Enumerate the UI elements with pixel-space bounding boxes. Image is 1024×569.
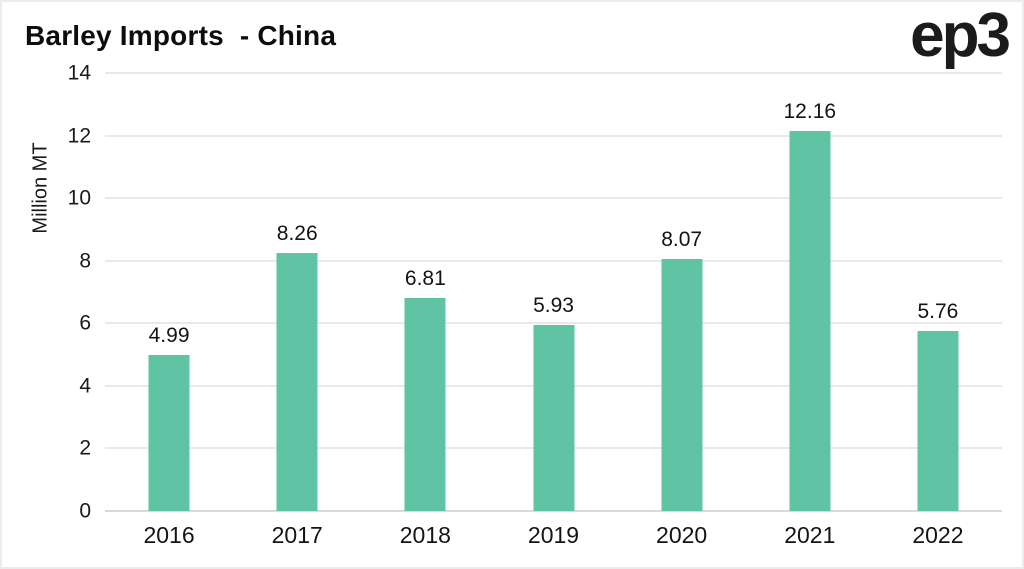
- gridline-y10: [105, 197, 1002, 200]
- bar-2022: [917, 330, 959, 511]
- x-tick-label-2017: 2017: [271, 522, 323, 548]
- y-tick-label: 8: [79, 249, 91, 273]
- y-tick-label: 4: [79, 374, 91, 398]
- x-tick-label-2022: 2022: [912, 522, 964, 548]
- bar-2021: [789, 130, 831, 511]
- bar-value-label: 5.76: [917, 299, 959, 323]
- x-tick-label-2019: 2019: [527, 522, 580, 548]
- y-tick-label: 6: [79, 311, 91, 335]
- bar-2020: [661, 258, 703, 511]
- y-tick-label: 0: [79, 499, 91, 523]
- bar-2018: [404, 297, 446, 511]
- bar-value-label: 4.99: [148, 323, 190, 347]
- gridline-y12: [105, 134, 1002, 137]
- bar-value-label: 6.81: [404, 266, 446, 290]
- bar-2016: [148, 354, 190, 511]
- y-tick-label: 2: [79, 436, 91, 460]
- x-tick-label-2016: 2016: [143, 522, 195, 548]
- y-tick-label: 14: [67, 61, 91, 85]
- gridline-y8: [105, 259, 1002, 262]
- y-tick-label: 12: [67, 124, 91, 148]
- gridline-y6: [105, 322, 1002, 325]
- chart-title: Barley Imports - China: [25, 20, 337, 51]
- bar-value-label: 12.16: [783, 99, 837, 123]
- y-axis-title: Million MT: [29, 142, 52, 234]
- plot-area: 0 2 4 6 8 10 12 14 4.99 8.26 6.81 5.93 8.07 12.16 5.7…: [68, 63, 1002, 547]
- gridline-y0: [105, 510, 1002, 512]
- x-tick-label-2021: 2021: [784, 522, 836, 548]
- bar-2017: [276, 252, 318, 511]
- ep3-logo: ep3: [910, 1, 1011, 70]
- bar-value-label: 8.26: [276, 221, 318, 245]
- x-tick-label-2018: 2018: [399, 522, 451, 548]
- bar-value-label: 8.07: [661, 227, 703, 251]
- gridline-y14: [105, 72, 1002, 74]
- y-tick-label: 10: [67, 186, 91, 210]
- bar-value-label: 5.93: [533, 294, 574, 318]
- x-tick-label-2020: 2020: [656, 522, 708, 548]
- bar-2019: [533, 325, 574, 511]
